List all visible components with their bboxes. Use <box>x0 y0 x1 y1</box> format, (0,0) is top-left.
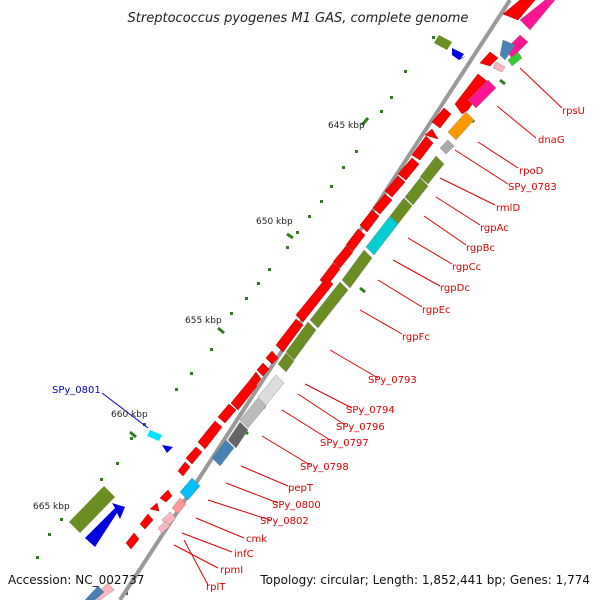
gene-label-rgpAc: rgpAc <box>480 223 509 234</box>
leader-lines <box>173 67 563 586</box>
feature-olive-big-outer <box>69 486 115 533</box>
gene-label-SPy_0801: SPy_0801 <box>52 385 101 396</box>
gene-label-rgpEc: rgpEc <box>422 305 450 316</box>
map-title: Streptococcus pyogenes M1 GAS, complete … <box>128 11 469 26</box>
gene-label-SPy_0797: SPy_0797 <box>320 438 369 449</box>
tick-label-660: 660 kbp <box>111 410 148 420</box>
gene-label-rmlD: rmlD <box>496 203 520 214</box>
feature-blue-small-outer <box>162 445 173 453</box>
feature-blue-big-outer <box>85 503 125 547</box>
tick-marks <box>76 78 506 521</box>
gene-label-SPy_0796: SPy_0796 <box>336 422 385 433</box>
gene-label-rgpDc: rgpDc <box>440 283 470 294</box>
accession-text: Accession: NC_002737 <box>8 573 145 587</box>
feature-cyan-outer <box>147 430 162 441</box>
gene-label-SPy_0798: SPy_0798 <box>300 462 349 473</box>
gene-label-rpsU: rpsU <box>562 106 585 117</box>
gene-labels: rpsU dnaG rpoD SPy_0783 rmlD rgpAc rgpBc… <box>52 106 585 593</box>
tick-label-655: 655 kbp <box>185 316 222 326</box>
gene-label-SPy_0794: SPy_0794 <box>346 405 395 416</box>
gene-label-SPy_0800: SPy_0800 <box>272 500 321 511</box>
outer-track-features <box>69 35 466 547</box>
gene-label-rgpBc: rgpBc <box>466 243 495 254</box>
reverse-genes <box>84 0 556 600</box>
tick-label-650: 650 kbp <box>256 217 293 227</box>
gene-label-infC: infC <box>234 549 254 560</box>
gene-label-rplT: rplT <box>206 582 226 593</box>
gene-label-rgpCc: rgpCc <box>452 262 481 273</box>
gene-label-rpmI: rpmI <box>220 565 243 576</box>
gene-label-pepT: pepT <box>288 483 314 494</box>
tick-label-645: 645 kbp <box>328 121 365 131</box>
gene-label-SPy_0783: SPy_0783 <box>508 182 557 193</box>
feature-blue-outer <box>452 48 466 60</box>
leader-line-blue <box>101 392 149 429</box>
gene-label-SPy_0802: SPy_0802 <box>260 516 309 527</box>
gene-label-dnaG: dnaG <box>538 135 565 146</box>
gene-label-rgpFc: rgpFc <box>402 332 430 343</box>
gene-label-SPy_0793: SPy_0793 <box>368 375 417 386</box>
genome-summary-text: Topology: circular; Length: 1,852,441 bp… <box>260 573 590 587</box>
tick-label-665: 665 kbp <box>33 502 70 512</box>
feature-olive-outer <box>434 35 452 50</box>
gene-label-rpoD: rpoD <box>519 166 544 177</box>
forward-genes <box>125 0 536 550</box>
gene-label-cmk: cmk <box>246 534 267 545</box>
